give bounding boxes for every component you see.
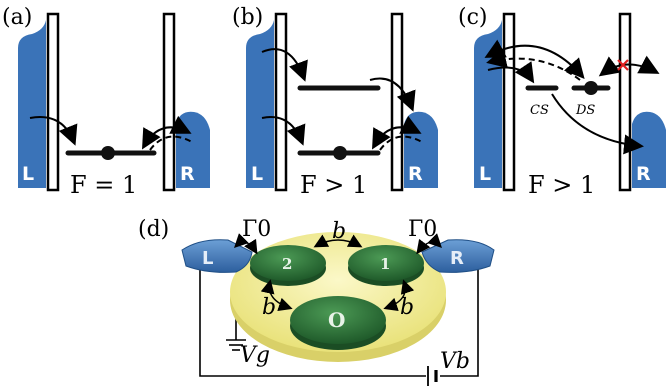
panel-a-exchange-dashed (149, 135, 193, 151)
panel-b-exchange-arrow (372, 115, 422, 150)
gamma-left-label: Γ0 (242, 217, 271, 242)
coupling-label-right: b (400, 295, 414, 320)
dot-0: O (290, 296, 386, 350)
panel-c: (c) L R CS DS F > 1 (458, 5, 666, 199)
panel-c-ds-label: DS (575, 103, 595, 118)
panel-d: (d) L R 2 (138, 217, 495, 386)
panel-c-tag: (c) (458, 5, 488, 30)
coupling-label-left: b (262, 295, 276, 320)
panel-a-tag: (a) (2, 5, 32, 30)
coupling-arrow-2-0 (260, 279, 293, 312)
panel-c-ds-return-dashed (486, 48, 581, 81)
coupling-arrow-1-0 (383, 279, 415, 312)
panel-d-left-lead-label: L (202, 248, 213, 269)
gamma-right-label: Γ0 (408, 217, 437, 242)
panel-a-fano: F = 1 (70, 171, 137, 199)
panel-c-tunnel-out-arrow (551, 93, 644, 155)
panel-b-tunnel-in-arrow (261, 116, 306, 146)
panel-a-left-lead (18, 20, 46, 188)
gate-voltage-label: Vg (240, 343, 270, 368)
panel-a-right-lead-label: R (180, 163, 195, 185)
dot-1: 1 (348, 245, 424, 286)
panel-b-exchange-dashed (379, 135, 423, 151)
panel-b-right-lead-label: R (408, 163, 423, 185)
panel-b-fano: F > 1 (300, 171, 367, 199)
panel-c-left-lead-label: L (479, 163, 491, 185)
panel-a-exchange-arrow (142, 115, 192, 150)
panel-b-tag: (b) (232, 5, 263, 30)
panel-a-left-barrier (46, 12, 60, 192)
panel-c-blocked-cross (617, 59, 629, 71)
dot-0-label: O (328, 308, 345, 332)
panel-b-right-barrier (390, 12, 404, 192)
panel-b-left-lead-label: L (251, 163, 263, 185)
panel-c-cs-label: CS (530, 103, 549, 118)
panel-d-left-lead (181, 239, 253, 273)
dot-2: 2 (250, 245, 326, 286)
panel-c-right-lead-label: R (636, 163, 651, 185)
panel-c-left-barrier (502, 12, 516, 192)
panel-a-right-barrier (162, 12, 176, 192)
dot-1-label: 1 (380, 255, 390, 273)
panel-b-left-barrier (274, 12, 288, 192)
ground-symbol (226, 339, 246, 351)
panel-b-left-lead (246, 20, 274, 188)
panel-b-electron (333, 146, 347, 160)
panel-c-fano: F > 1 (528, 171, 595, 199)
panel-d-tag: (d) (138, 217, 169, 242)
panel-a-electron (101, 146, 115, 160)
bias-voltage-label: Vb (440, 349, 470, 374)
panel-c-blocked-arrow (598, 55, 660, 77)
panel-a: (a) L R F = 1 (2, 5, 210, 199)
panel-a-left-lead-label: L (22, 163, 34, 185)
panel-b: (b) L R F > 1 (232, 5, 438, 199)
bias-battery-symbol (427, 366, 438, 386)
coupling-arrow-2-1 (313, 234, 363, 248)
panel-c-right-lead (632, 111, 666, 188)
panel-c-ds-electron (584, 81, 598, 95)
coupling-arrow-right-lead (416, 233, 442, 255)
panel-b-tunnel-upper-arrow (261, 48, 308, 82)
coupling-label-top: b (332, 219, 346, 244)
panel-b-tunnel-out-arrow (369, 77, 416, 112)
panel-a-tunnel-in-arrow (29, 116, 78, 146)
panel-d-right-lead-label: R (450, 248, 464, 269)
dot-2-label: 2 (282, 255, 292, 273)
coupling-arrow-left-lead (234, 233, 258, 255)
panel-c-right-barrier (618, 12, 632, 192)
